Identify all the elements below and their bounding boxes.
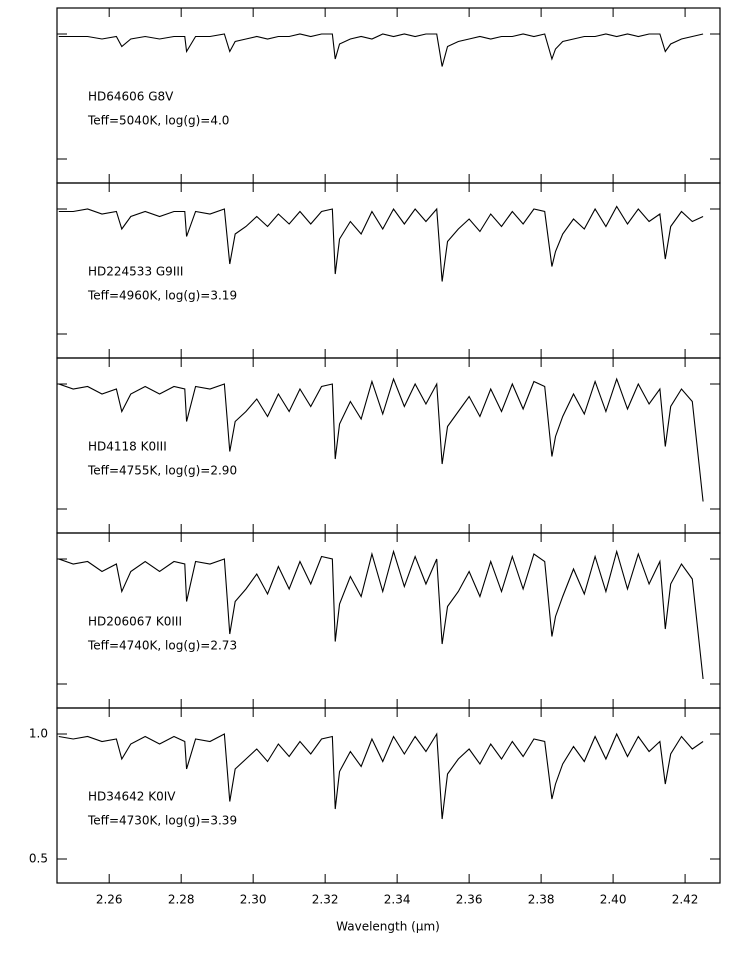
annotation: Teff=4755K, log(g)=2.90 [87, 464, 237, 478]
annotation: HD4118 K0III [88, 440, 167, 454]
spectrum-line [58, 732, 704, 820]
x-tick-label: 2.42 [672, 893, 699, 907]
panel-frame [56, 707, 721, 884]
x-tick-label: 2.38 [528, 893, 555, 907]
spectrum-line [58, 377, 704, 502]
x-tick-label: 2.32 [312, 893, 339, 907]
annotation: Teff=4730K, log(g)=3.39 [87, 814, 237, 828]
y-tick-label: 1.0 [29, 727, 48, 741]
annotation: HD206067 K0III [88, 615, 182, 629]
annotation: Teff=4740K, log(g)=2.73 [87, 639, 237, 653]
x-tick-label: 2.30 [240, 893, 267, 907]
x-axis-label: Wavelength (μm) [336, 920, 440, 934]
x-tick-label: 2.28 [168, 893, 195, 907]
x-tick-label: 2.40 [600, 893, 627, 907]
annotation: HD224533 G9III [88, 265, 183, 279]
annotation: HD64606 G8V [88, 90, 174, 104]
x-tick-label: 2.34 [384, 893, 411, 907]
x-tick-label: 2.26 [96, 893, 123, 907]
spectrum-line [58, 205, 704, 282]
annotation: Teff=5040K, log(g)=4.0 [87, 114, 229, 128]
y-tick-label: 0.5 [29, 852, 48, 866]
annotation: HD34642 K0IV [88, 790, 176, 804]
spectrum-line [58, 549, 704, 680]
spectrum-line [58, 33, 704, 67]
x-tick-label: 2.36 [456, 893, 483, 907]
annotation: Teff=4960K, log(g)=3.19 [87, 289, 237, 303]
